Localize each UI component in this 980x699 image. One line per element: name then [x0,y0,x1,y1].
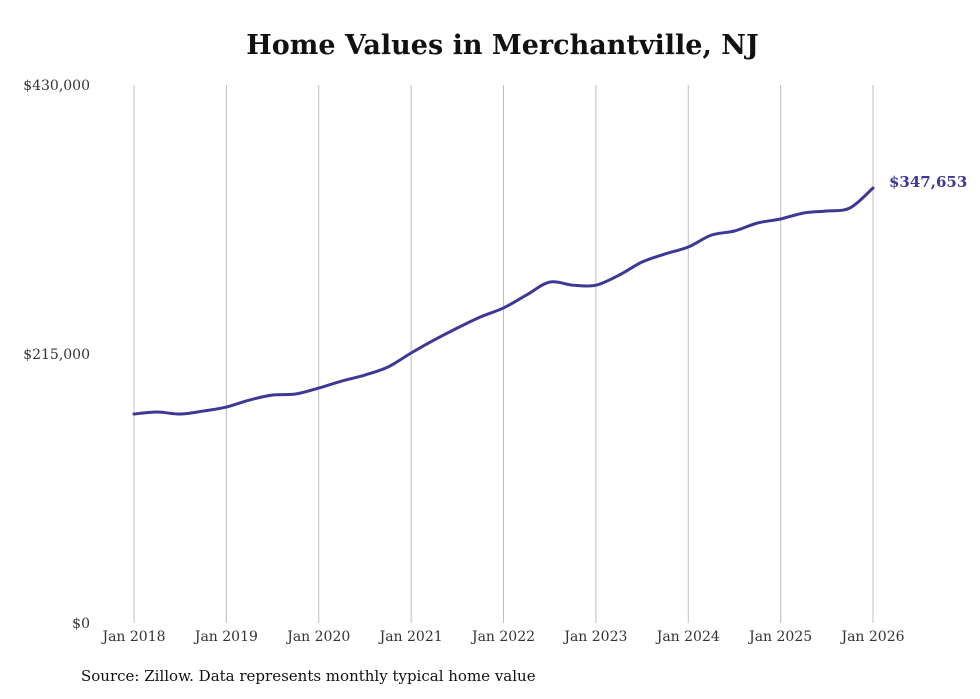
x-tick-label: Jan 2019 [193,629,258,645]
y-tick-label: $0 [72,616,90,632]
y-tick-label: $430,000 [23,78,90,94]
x-tick-label: Jan 2023 [562,629,627,645]
x-tick-label: Jan 2022 [470,629,535,645]
x-tick-label: Jan 2021 [378,629,443,645]
x-tick-label: Jan 2026 [839,629,904,645]
source-note: Source: Zillow. Data represents monthly … [81,667,536,685]
series-line-home-value [132,186,875,416]
end-value-label: $347,653 [889,173,967,191]
y-tick-label: $215,000 [23,347,90,363]
x-tick-label: Jan 2024 [655,629,720,645]
x-tick-label: Jan 2020 [285,629,350,645]
x-tick-label: Jan 2025 [747,629,812,645]
chart-title: Home Values in Merchantville, NJ [246,30,759,61]
x-tick-label: Jan 2018 [100,629,165,645]
